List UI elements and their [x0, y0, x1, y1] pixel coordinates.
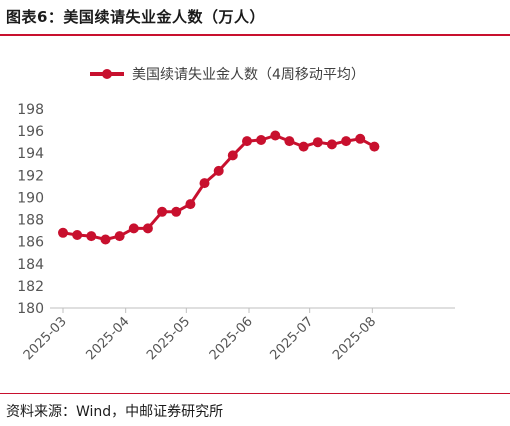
data-point — [369, 141, 380, 152]
data-point — [341, 136, 352, 147]
y-tick-label: 198 — [17, 102, 44, 118]
data-point — [142, 223, 153, 234]
y-tick-label: 188 — [17, 213, 44, 229]
data-point — [72, 230, 83, 240]
x-tick-label: 2025-04 — [83, 314, 132, 363]
y-tick-label: 180 — [17, 301, 44, 317]
data-point — [284, 136, 295, 147]
data-point — [326, 139, 337, 150]
y-tick-label: 192 — [17, 168, 44, 184]
y-tick-label: 196 — [17, 124, 44, 140]
data-point — [86, 231, 97, 242]
data-point — [227, 150, 238, 161]
legend-swatch-marker — [102, 69, 112, 79]
source-note: 资料来源：Wind，中邮证券研究所 — [6, 404, 224, 420]
x-tick-label: 2025-05 — [144, 314, 193, 363]
legend: 美国续请失业金人数（4周移动平均） — [90, 66, 365, 83]
data-point — [185, 199, 196, 210]
y-tick-label: 184 — [17, 257, 44, 273]
data-point — [256, 135, 267, 145]
data-point — [242, 136, 252, 147]
figure-title: 图表6：美国续请失业金人数（万人） — [6, 8, 265, 26]
y-tick-label: 194 — [17, 146, 44, 162]
x-tick-label: 2025-07 — [267, 314, 316, 363]
data-point — [199, 178, 210, 189]
line-chart: 美国续请失业金人数（4周移动平均） 1801821841861881901921… — [17, 66, 455, 363]
title-rule — [0, 34, 510, 36]
data-point — [114, 231, 125, 242]
x-tick-label: 2025-03 — [21, 314, 70, 363]
series-group — [58, 130, 380, 245]
y-axis-ticks: 180 182 184 186 188 190 192 194 196 198 — [17, 102, 44, 317]
data-point — [171, 206, 182, 217]
data-point — [100, 234, 111, 245]
data-point — [128, 223, 139, 234]
data-point — [298, 141, 309, 152]
x-tick-label: 2025-08 — [330, 314, 379, 363]
data-point — [157, 206, 168, 217]
data-point — [270, 130, 281, 141]
source-rule — [0, 393, 510, 394]
x-tick-label: 2025-06 — [207, 314, 256, 363]
data-point — [355, 133, 366, 144]
y-tick-label: 186 — [17, 235, 44, 251]
data-point — [312, 137, 323, 148]
data-point — [213, 165, 224, 176]
series-line — [62, 134, 376, 241]
data-point — [58, 227, 68, 238]
x-axis-ticks: 2025-03 2025-04 2025-05 2025-06 2025-07 2025-… — [21, 308, 379, 363]
y-tick-label: 190 — [17, 190, 44, 206]
legend-label: 美国续请失业金人数（4周移动平均） — [132, 66, 365, 83]
y-tick-label: 182 — [17, 279, 44, 295]
